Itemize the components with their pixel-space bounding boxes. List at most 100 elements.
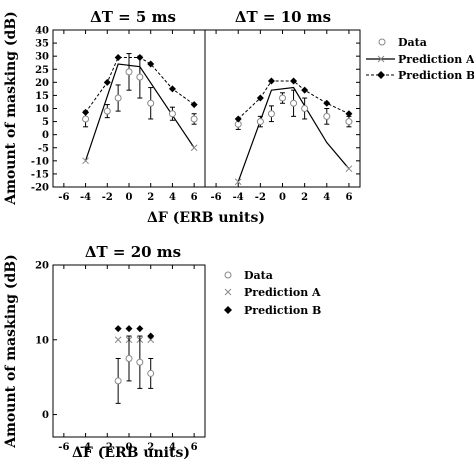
x-tick-label: -6 xyxy=(58,442,69,453)
predB-point xyxy=(301,86,309,94)
y-tick-label: 20 xyxy=(35,261,49,272)
data-point xyxy=(103,107,111,115)
x-tick-label: -2 xyxy=(102,192,113,203)
x-tick-label: 6 xyxy=(345,192,352,203)
panel-dt10-frame xyxy=(204,29,361,188)
x-tick-label: 4 xyxy=(323,192,330,203)
x-tick-label: 4 xyxy=(169,192,176,203)
legend-top-data-marker xyxy=(378,38,386,46)
predA-point xyxy=(234,178,242,186)
legend-bottom-data-marker xyxy=(224,271,232,279)
panel-dt10-plot: -6 -4 -2 0 2 4 6 xyxy=(211,29,360,203)
predB-point xyxy=(190,101,198,109)
predB-point xyxy=(136,325,144,333)
predA-point xyxy=(147,336,155,344)
predB-point xyxy=(168,85,176,93)
data-point xyxy=(267,110,275,118)
data-point xyxy=(114,377,122,385)
panel-dt10-title: ΔT = 10 ms xyxy=(235,8,331,26)
x-tick-label: 2 xyxy=(147,442,154,453)
y-tick-label: 0 xyxy=(42,410,49,421)
predB-point xyxy=(323,99,331,107)
predA-point xyxy=(190,144,198,152)
y-tick-label: -20 xyxy=(31,183,49,194)
data-point xyxy=(136,358,144,366)
y-tick-label: 10 xyxy=(35,335,49,346)
x-tick-label: 0 xyxy=(126,192,133,203)
data-point xyxy=(114,94,122,102)
legend-bottom-predB-marker xyxy=(224,306,232,314)
panel-dt20-title: ΔT = 20 ms xyxy=(85,243,181,261)
data-point xyxy=(147,99,155,107)
data-point xyxy=(147,369,155,377)
predB-point xyxy=(147,332,155,340)
predB-point xyxy=(256,94,264,102)
data-point xyxy=(125,68,133,76)
y-tick-label: 30 xyxy=(35,52,49,63)
x-tick-label: -4 xyxy=(80,442,91,453)
x-tick-label: -4 xyxy=(80,192,91,203)
predA-point xyxy=(114,336,122,344)
x-tick-label: 2 xyxy=(301,192,308,203)
y-tick-label: 15 xyxy=(35,91,49,102)
x-axis-label-top: ΔF (ERB units) xyxy=(147,210,265,226)
data-point xyxy=(279,94,286,102)
legend-bottom-predA-label: Prediction A xyxy=(244,286,321,299)
x-tick-label: 0 xyxy=(279,192,286,203)
y-tick-label: -10 xyxy=(31,156,49,167)
predB-point xyxy=(125,325,133,333)
y-tick-label: 35 xyxy=(35,39,49,50)
x-tick-label: -4 xyxy=(233,192,244,203)
y-tick-label: 0 xyxy=(42,130,49,141)
data-point xyxy=(290,99,298,107)
predB-point xyxy=(82,108,90,116)
predB-point xyxy=(114,325,122,333)
panel-dt20: ΔT = 20 ms -6 -4 -2 0 2 4 6 0 10 20 xyxy=(35,243,206,454)
predB-point xyxy=(136,53,144,61)
y-tick-label: 25 xyxy=(35,65,49,76)
data-point xyxy=(301,105,309,112)
y-tick-label: -5 xyxy=(38,143,49,154)
x-tick-label: -2 xyxy=(255,192,266,203)
y-tick-label: 40 xyxy=(35,26,49,37)
predB-point xyxy=(345,110,353,118)
x-tick-label: -2 xyxy=(102,442,113,453)
panel-dt5: ΔT = 5 ms -6 -4 -2 0 2 4 6-20-15-10-5051015202… xyxy=(31,8,206,204)
legend-bottom-data-label: Data xyxy=(244,269,273,282)
x-tick-label: 6 xyxy=(191,442,198,453)
panel-dt5-title: ΔT = 5 ms xyxy=(90,8,176,26)
x-tick-label: 4 xyxy=(169,442,176,453)
x-tick-label: 6 xyxy=(191,192,198,203)
x-tick-label: 0 xyxy=(126,442,133,453)
predB-point xyxy=(290,77,298,85)
y-axis-label-top: Amount of masking (dB) xyxy=(3,11,19,205)
panel-dt20-plot: -6 -4 -2 0 2 4 6 0 10 20 xyxy=(35,261,198,454)
y-tick-label: 10 xyxy=(35,104,49,115)
legend-bottom: Data Prediction A Prediction B xyxy=(224,269,321,317)
legend-top-predA-marker xyxy=(377,55,385,63)
y-tick-label: 20 xyxy=(35,78,49,89)
y-tick-label: -15 xyxy=(31,169,49,180)
legend-top-data-label: Data xyxy=(398,36,427,49)
predB-point xyxy=(103,78,111,86)
data-point xyxy=(82,115,90,123)
panel-dt10: ΔT = 10 ms -6 -4 -2 0 2 4 6 xyxy=(204,8,361,203)
legend-top-predB-marker xyxy=(377,71,385,79)
legend-bottom-predA-marker xyxy=(224,288,232,296)
legend-top-predA-label: Prediction A xyxy=(398,53,474,66)
predA-point xyxy=(345,165,353,173)
legend-bottom-predB-label: Prediction B xyxy=(244,304,321,317)
x-tick-label: -6 xyxy=(58,192,69,203)
predB-point xyxy=(114,53,122,61)
data-point xyxy=(345,118,353,126)
data-point xyxy=(256,118,264,126)
y-tick-label: 5 xyxy=(42,117,49,128)
data-point xyxy=(323,112,331,120)
predA-point xyxy=(82,157,89,165)
data-point xyxy=(190,115,198,123)
x-tick-label: -6 xyxy=(211,192,222,203)
data-point xyxy=(125,354,133,362)
predB-point xyxy=(147,60,155,68)
